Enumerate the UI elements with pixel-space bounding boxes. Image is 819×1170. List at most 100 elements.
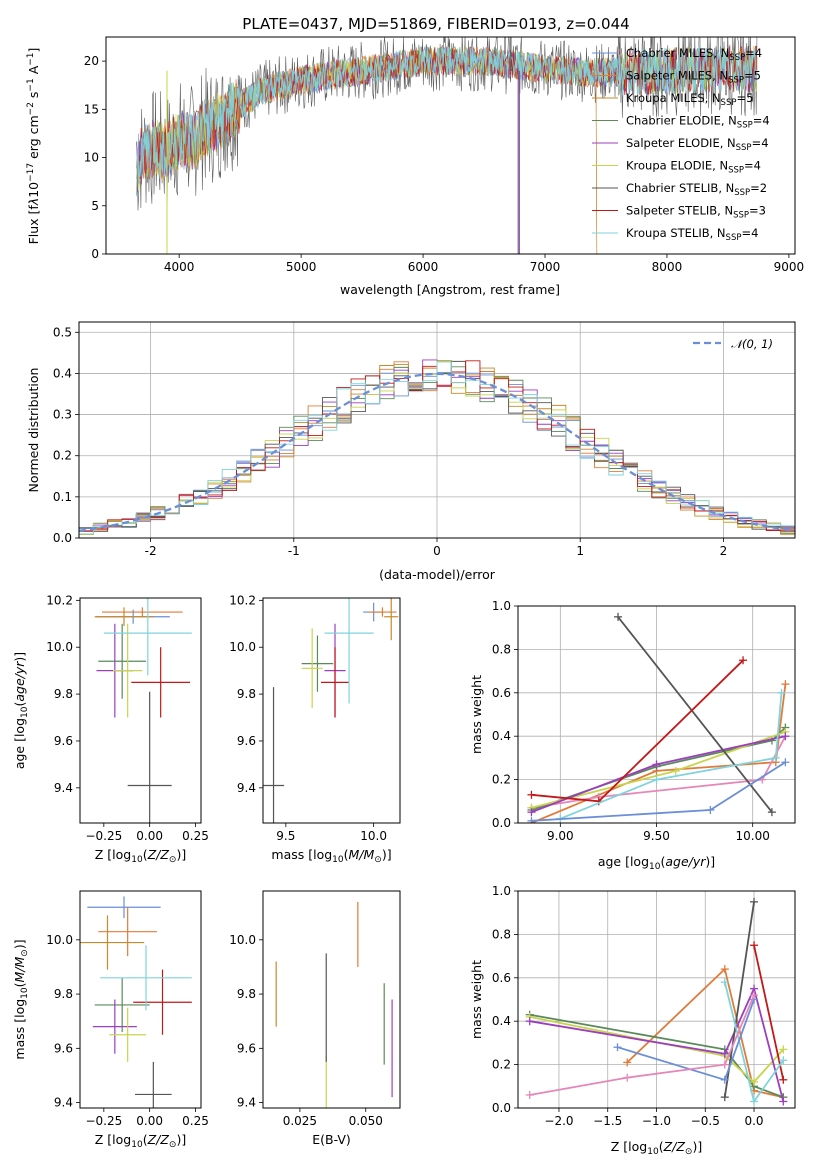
series-line (529, 985, 785, 1102)
x-axis-label: mass [log10(M/M⊙)] (271, 847, 391, 865)
legend-label: Kroupa ELODIE, NSSP=4 (626, 159, 761, 176)
figure-title: PLATE=0437, MJD=51869, FIBERID=0193, z=0… (242, 15, 629, 33)
y-tick-label: 0.4 (53, 366, 72, 380)
y-axis-label: Normed distribution (26, 368, 41, 493)
y-tick-label: 9.6 (237, 734, 256, 748)
y-tick-label: 0.0 (53, 531, 72, 545)
y-tick-label: 9.4 (237, 781, 256, 795)
axes-frame (105, 36, 796, 255)
legend-label: Kroupa STELIB, NSSP=4 (626, 226, 758, 243)
x-tick-label: 9.5 (276, 829, 295, 843)
plot-area (525, 897, 788, 1106)
legend-label: Salpeter ELODIE, NSSP=4 (626, 136, 769, 153)
axes-frame (517, 605, 796, 824)
legend-label: Kroupa MILES, NSSP=5 (626, 91, 753, 108)
y-tick-label: 20 (84, 54, 99, 68)
y-tick-label: 10.0 (229, 933, 256, 947)
series-line (753, 945, 785, 1080)
y-tick-label: 0.6 (492, 686, 511, 700)
axes-frame (262, 597, 401, 824)
age-vs-mass-panel: 9.5 10.0 9.4 9.6 9.8 10.0 10.2 mass [log10(M/M⊙… (229, 593, 401, 865)
x-axis-label: Z [log10(Z/Z⊙)] (611, 1139, 702, 1157)
x-tick-label: 0 (433, 544, 441, 558)
y-tick-label: 1.0 (492, 599, 511, 613)
y-tick-label: 9.8 (54, 987, 73, 1001)
x-tick-label: 10.0 (360, 829, 387, 843)
y-tick-label: 0.5 (53, 325, 72, 339)
y-tick-label: 10.2 (46, 593, 73, 607)
x-axis-label: wavelength [Angstrom, rest frame] (340, 282, 560, 297)
mass-vs-ebv-panel: 0.025 0.050 9.4 9.6 9.8 10.0 E(B-V) (229, 890, 401, 1147)
y-axis-label: age [log10(age/yr)] (12, 652, 30, 769)
y-tick-label: 9.8 (54, 687, 73, 701)
y-tick-label: 0.1 (53, 490, 72, 504)
plot-area (136, 37, 758, 254)
plot-area (80, 896, 192, 1108)
residual-histogram-panel: -2 -1 0 1 2 0.0 0.1 0.2 0.3 0.4 0.5 𝒩(0, 1) (data-mo… (26, 321, 796, 582)
y-tick-label: 9.4 (237, 1096, 256, 1110)
y-tick-label: 0.6 (492, 971, 511, 985)
x-tick-label: −0.5 (691, 1114, 720, 1128)
x-tick-label: 0.25 (182, 1114, 209, 1128)
x-tick-label: 7000 (530, 260, 561, 274)
x-tick-label: −1.5 (593, 1114, 622, 1128)
x-tick-label: 2 (720, 544, 728, 558)
y-tick-label: 10.0 (229, 640, 256, 654)
legend-label: 𝒩(0, 1) (731, 337, 773, 351)
y-tick-label: 1.0 (492, 884, 511, 898)
x-axis-label: E(B-V) (312, 1132, 351, 1147)
y-tick-label: 10.0 (46, 933, 73, 947)
y-tick-label: 10.2 (229, 593, 256, 607)
y-tick-label: 0.8 (492, 927, 511, 941)
x-tick-label: 0.025 (283, 1114, 317, 1128)
y-tick-label: 9.4 (54, 1096, 73, 1110)
axes-frame (517, 890, 796, 1109)
x-tick-label: −0.25 (85, 829, 122, 843)
x-tick-label: 9.00 (547, 829, 574, 843)
y-tick-label: 0.4 (492, 1014, 511, 1028)
x-tick-label: −2.0 (544, 1114, 573, 1128)
y-tick-label: 0.0 (492, 1101, 511, 1115)
weight-vs-age-panel: 9.00 9.50 10.00 0.0 0.2 0.4 0.6 0.8 1.0 age [log1… (469, 599, 796, 872)
plot-area (263, 598, 399, 823)
x-axis-label: Z [log10(Z/Z⊙)] (95, 847, 186, 865)
y-tick-label: 9.8 (237, 987, 256, 1001)
y-tick-label: 0.8 (492, 642, 511, 656)
x-tick-label: 0.0 (744, 1114, 763, 1128)
y-tick-label: 10.0 (46, 640, 73, 654)
x-tick-label: -2 (145, 544, 157, 558)
legend-label: Salpeter STELIB, NSSP=3 (626, 204, 766, 221)
axes-frame (79, 597, 202, 824)
y-axis-label: mass [log10(M/M⊙)] (12, 939, 30, 1059)
y-axis-label: mass weight (469, 960, 484, 1039)
series-line (529, 1016, 784, 1084)
series-line (617, 616, 773, 813)
plot-area (275, 901, 393, 1108)
series-line (559, 692, 783, 820)
series-line (531, 735, 786, 813)
x-tick-label: 0.00 (136, 1114, 163, 1128)
y-tick-label: 10 (84, 151, 99, 165)
y-tick-label: 0.2 (492, 1058, 511, 1072)
x-tick-label: 1 (576, 544, 584, 558)
y-tick-label: 15 (84, 102, 99, 116)
y-tick-label: 0.2 (53, 449, 72, 463)
y-tick-label: 9.6 (54, 734, 73, 748)
y-tick-label: 0.2 (492, 773, 511, 787)
x-tick-label: 8000 (652, 260, 683, 274)
y-tick-label: 9.4 (54, 781, 73, 795)
y-axis-label: Flux [fλ10−17 erg cm−2 s−1 A−1] (26, 48, 41, 245)
x-axis-label: (data-model)/error (379, 567, 496, 582)
x-tick-label: 0.25 (182, 829, 209, 843)
y-tick-label: 0.0 (492, 816, 511, 830)
plot-area (527, 612, 790, 823)
x-tick-label: 9000 (774, 260, 805, 274)
plot-area (94, 598, 192, 823)
y-tick-label: 0.3 (53, 408, 72, 422)
x-tick-label: 9.50 (643, 829, 670, 843)
age-vs-metallicity-panel: −0.25 0.00 0.25 9.4 9.6 9.8 10.0 10.2 Z [log10(Z… (12, 593, 209, 865)
x-tick-label: −0.25 (85, 1114, 122, 1128)
legend-label: Chabrier MILES, NSSP=4 (626, 46, 762, 63)
histogram-step (79, 361, 795, 535)
